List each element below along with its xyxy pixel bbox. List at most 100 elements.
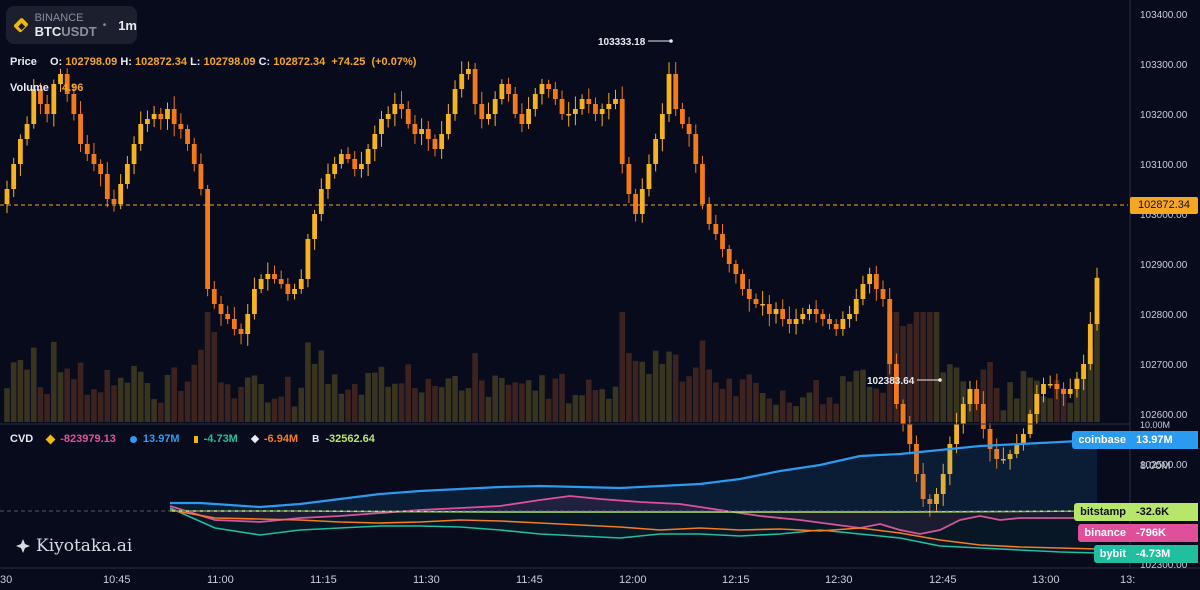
candle bbox=[713, 214, 719, 240]
candle bbox=[305, 234, 311, 288]
volume-bar bbox=[813, 380, 819, 422]
candle bbox=[853, 288, 859, 322]
candle bbox=[205, 184, 211, 297]
volume-bar bbox=[826, 397, 833, 422]
candle bbox=[860, 275, 866, 306]
candle bbox=[1041, 377, 1046, 403]
cvd-legend-label: CVD bbox=[10, 433, 34, 445]
volume-bar bbox=[632, 360, 639, 422]
candle bbox=[285, 277, 291, 301]
volume-bar bbox=[853, 370, 860, 422]
volume-bar bbox=[1000, 410, 1007, 422]
candle bbox=[847, 305, 852, 328]
volume-bar bbox=[137, 371, 144, 422]
volume-bar bbox=[231, 398, 238, 422]
time-tick-label: 13: bbox=[1120, 574, 1135, 586]
candle bbox=[218, 295, 224, 326]
low-value: 102798.09 bbox=[203, 56, 256, 68]
candles bbox=[4, 61, 1100, 517]
volume-bar bbox=[1013, 398, 1020, 422]
symbol-badge[interactable]: BINANCE BTCUSDT • 1m bbox=[6, 6, 137, 44]
candle bbox=[593, 97, 598, 122]
candle bbox=[372, 125, 378, 162]
volume-bar bbox=[639, 361, 646, 422]
candle bbox=[318, 178, 324, 222]
candle bbox=[118, 174, 124, 210]
volume-bar bbox=[565, 403, 572, 422]
candle bbox=[258, 274, 264, 294]
candle bbox=[987, 422, 993, 462]
volume-bar bbox=[860, 369, 866, 422]
candle bbox=[4, 180, 10, 214]
candle bbox=[439, 121, 445, 159]
volume-bar bbox=[679, 381, 686, 422]
candle bbox=[700, 155, 705, 210]
volume-bar bbox=[77, 362, 84, 422]
candle bbox=[38, 82, 43, 115]
candle bbox=[452, 80, 458, 121]
volume-bar bbox=[759, 392, 766, 422]
candle bbox=[599, 103, 605, 127]
volume-bar bbox=[278, 396, 284, 422]
candle bbox=[479, 91, 485, 129]
volume-bar bbox=[131, 365, 137, 422]
volume-bar bbox=[753, 382, 759, 422]
cvd-legend-item-bitstamp: B -32562.64 bbox=[312, 433, 375, 445]
candle bbox=[974, 380, 980, 411]
volume-bar bbox=[1007, 382, 1013, 422]
candle bbox=[519, 103, 525, 133]
candle bbox=[740, 269, 745, 296]
candle bbox=[726, 244, 732, 273]
candle bbox=[579, 94, 585, 115]
volume-bar bbox=[940, 372, 946, 422]
volume-bar bbox=[612, 386, 619, 422]
volume-bar bbox=[733, 396, 739, 422]
cvd-lines bbox=[169, 438, 1098, 554]
candle bbox=[412, 115, 418, 144]
candle bbox=[104, 162, 110, 208]
volume-bar bbox=[218, 382, 224, 422]
candle bbox=[573, 96, 578, 126]
candle bbox=[145, 110, 150, 132]
volume-bar bbox=[706, 369, 712, 422]
candle bbox=[693, 124, 699, 173]
candle bbox=[706, 197, 712, 231]
bybit-icon bbox=[193, 435, 198, 443]
volume-bar bbox=[198, 349, 204, 422]
binance-logo-icon bbox=[13, 17, 29, 33]
candle bbox=[659, 103, 665, 152]
volume-bar bbox=[579, 395, 585, 422]
volume-bar bbox=[325, 383, 331, 422]
candle bbox=[786, 306, 792, 334]
price-tick-label: 102300.00 bbox=[1140, 560, 1188, 571]
volume-bar bbox=[719, 388, 726, 422]
candle bbox=[720, 224, 725, 258]
watermark: Kiyotaka.ai bbox=[16, 536, 132, 556]
volume-bar bbox=[10, 362, 17, 422]
interval-label[interactable]: 1m bbox=[118, 17, 137, 33]
candle bbox=[432, 134, 438, 157]
volume-bar bbox=[525, 380, 532, 422]
bitstamp-icon: B bbox=[312, 433, 320, 445]
candle bbox=[907, 415, 913, 455]
volume-axis-tick: 10.00M bbox=[1140, 420, 1171, 430]
candle bbox=[927, 494, 933, 517]
volume-bar bbox=[164, 374, 171, 422]
volume-bar bbox=[191, 364, 198, 422]
volume-bar bbox=[158, 402, 164, 422]
price-tick-label: 103200.00 bbox=[1140, 110, 1188, 121]
okx-icon bbox=[250, 434, 260, 444]
volume-bar bbox=[264, 402, 271, 422]
candle bbox=[813, 300, 819, 323]
ohlc-legend: Price O: 102798.09 H: 102872.34 L: 10279… bbox=[10, 56, 417, 68]
candle bbox=[733, 259, 739, 284]
candle bbox=[345, 147, 351, 164]
candle bbox=[138, 111, 144, 151]
volume-bar bbox=[485, 396, 492, 422]
volume-bar bbox=[178, 390, 184, 422]
volume-bar bbox=[251, 375, 258, 422]
volume-bar bbox=[91, 389, 97, 422]
candle bbox=[51, 79, 57, 127]
candle bbox=[914, 435, 919, 482]
volume-bar bbox=[1074, 377, 1080, 422]
